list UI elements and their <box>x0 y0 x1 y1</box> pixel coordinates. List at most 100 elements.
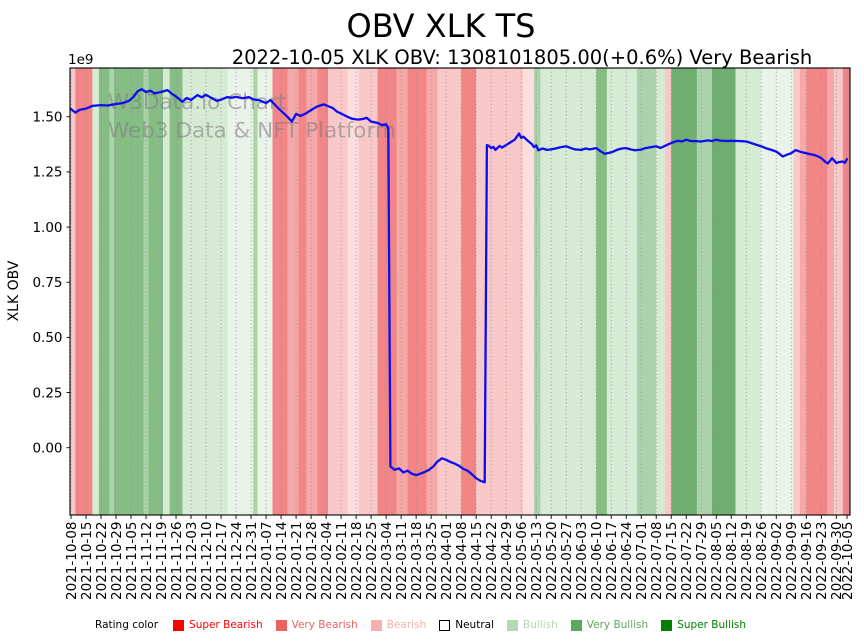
x-tick-label: 2022-08-19 <box>739 522 755 600</box>
x-tick-label: 2022-01-07 <box>259 522 275 600</box>
rating-band <box>540 68 597 515</box>
x-tick-label: 2021-12-10 <box>199 522 215 600</box>
legend-swatch <box>507 619 518 631</box>
legend-label: Super Bearish <box>189 619 263 631</box>
y-axis-offset-label: 1e9 <box>68 52 94 68</box>
y-tick-label: 0.00 <box>32 441 62 457</box>
obv-line <box>69 88 849 484</box>
x-tick-label: 2022-05-20 <box>544 522 560 600</box>
x-tick-label: 2022-09-23 <box>814 522 830 600</box>
x-tick-label: 2022-02-11 <box>334 522 350 600</box>
x-tick-label: 2022-09-02 <box>769 522 785 600</box>
rating-band <box>257 68 273 515</box>
rating-band <box>347 68 359 515</box>
legend-item-neutral: Neutral <box>439 619 494 631</box>
x-tick-label: 2022-08-12 <box>724 522 740 600</box>
y-tick-label: 0.25 <box>32 385 62 401</box>
rating-band <box>596 68 607 515</box>
rating-band <box>328 68 348 515</box>
x-tick-label: 2021-10-15 <box>79 522 95 600</box>
x-tick-label: 2021-11-19 <box>154 522 170 600</box>
x-tick-label: 2022-01-28 <box>304 522 320 600</box>
x-tick-label: 2021-11-05 <box>124 522 140 600</box>
rating-band <box>711 68 736 515</box>
legend-label: Neutral <box>455 619 494 631</box>
x-tick-label: 2021-10-29 <box>109 522 125 600</box>
x-tick-label: 2022-04-08 <box>454 522 470 600</box>
chart-title: OBV XLK TS <box>346 7 536 45</box>
y-tick-label: 0.75 <box>32 275 62 291</box>
rating-band <box>109 68 114 515</box>
y-tick-label: 1.00 <box>32 220 62 236</box>
plot-border <box>69 67 851 516</box>
x-tick-label: 2022-03-18 <box>409 522 425 600</box>
rating-band <box>761 68 794 515</box>
x-tick-label: 2022-06-10 <box>589 522 605 600</box>
legend-item-very-bullish: Very Bullish <box>570 619 648 631</box>
x-tick-label: 2022-09-30 <box>829 522 845 600</box>
legend-items: Super Bearish Very Bearish Bearish Neutral B… <box>173 619 759 631</box>
x-tick-label: 2022-04-01 <box>439 522 455 600</box>
watermark-line2: Web3 Data & NFT Platform <box>108 119 396 144</box>
x-tick-label: 2022-01-14 <box>274 522 290 600</box>
rating-band <box>671 68 697 515</box>
legend-label: Very Bearish <box>291 619 358 631</box>
x-tick-label: 2022-05-27 <box>559 522 575 600</box>
rating-band <box>75 68 93 515</box>
x-tick-label: 2022-02-18 <box>349 522 365 600</box>
rating-band <box>806 68 828 515</box>
x-tick-label: 2022-01-21 <box>289 522 305 600</box>
rating-band <box>606 68 637 515</box>
legend-swatch <box>173 619 185 631</box>
rating-band <box>92 68 99 515</box>
x-tick-label: 2021-10-22 <box>94 522 110 600</box>
rating-band <box>842 68 850 515</box>
x-tick-label: 2022-04-29 <box>499 522 515 600</box>
legend-swatch <box>439 619 451 631</box>
x-tick-label: 2022-06-24 <box>619 522 635 600</box>
legend-label: Bearish <box>386 619 427 631</box>
x-tick-label: 2021-12-31 <box>244 522 260 600</box>
rating-band <box>182 68 228 515</box>
rating-band <box>735 68 762 515</box>
y-tick-label: 1.50 <box>32 110 62 126</box>
x-tick-label: 2022-07-22 <box>679 522 695 600</box>
rating-band <box>113 68 144 515</box>
x-tick-label: 2022-04-15 <box>469 522 485 600</box>
rating-band <box>534 68 541 515</box>
legend-swatch <box>570 619 582 631</box>
x-tick-label: 2022-08-05 <box>709 522 725 600</box>
legend-item-very-bearish: Very Bearish <box>275 619 358 631</box>
legend-item-super-bearish: Super Bearish <box>173 619 263 631</box>
rating-band <box>636 68 657 515</box>
rating-band <box>253 68 258 515</box>
y-tick-label: 1.25 <box>32 165 62 181</box>
x-tick-label: 2022-06-03 <box>574 522 590 600</box>
rating-band <box>70 68 76 515</box>
x-tick-label: 2022-05-13 <box>529 522 545 600</box>
rating-band <box>523 68 535 515</box>
rating-band <box>656 68 665 515</box>
rating-band <box>696 68 712 515</box>
x-tick-label: 2022-07-08 <box>649 522 665 600</box>
x-tick-label: 2022-09-09 <box>784 522 800 600</box>
rating-band <box>317 68 329 515</box>
x-tick-label: 2022-08-26 <box>754 522 770 600</box>
x-tick-label: 2021-12-24 <box>229 522 245 600</box>
rating-band <box>799 68 807 515</box>
x-tick-label: 2022-04-22 <box>484 522 500 600</box>
legend-label: Bullish <box>523 619 558 631</box>
rating-band <box>396 68 408 515</box>
x-tick-label: 2021-10-08 <box>64 522 80 600</box>
rating-legend: Rating color Super Bearish Very Bearish Be… <box>95 616 759 634</box>
legend-swatch <box>661 619 673 631</box>
x-tick-label: 2022-03-11 <box>394 522 410 600</box>
rating-band <box>306 68 318 515</box>
legend-item-bearish: Bearish <box>370 619 427 631</box>
legend-swatch <box>275 619 287 631</box>
x-tick-label: 2021-11-12 <box>139 522 155 600</box>
x-tick-label: 2022-07-15 <box>664 522 680 600</box>
x-tick-label: 2022-02-25 <box>364 522 380 600</box>
